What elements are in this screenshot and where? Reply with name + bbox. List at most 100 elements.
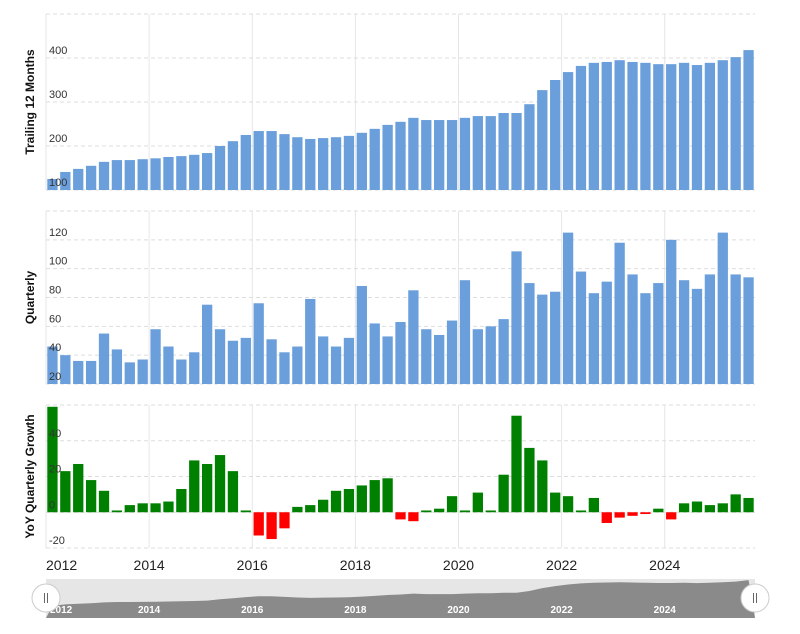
bar [305,138,316,190]
navigator-label: 2016 [241,605,264,616]
y-tick-label: 40 [49,428,61,440]
bar [214,455,226,513]
bar [408,117,419,190]
bar [459,510,471,513]
bar [201,304,213,384]
bar [640,62,651,191]
bar [730,494,741,513]
y-tick-label: 40 [49,342,61,354]
bar [47,179,58,190]
bar [666,239,677,384]
x-tick-label: 2016 [237,557,268,573]
bar [408,512,419,522]
bar [279,352,290,384]
bar [408,290,419,384]
bar [279,512,290,529]
bar [717,60,728,191]
bar [150,158,161,190]
bar [421,120,432,190]
bar [743,497,754,513]
bar [562,72,574,190]
bar [562,232,574,384]
bar [343,135,355,190]
bar [266,512,277,540]
bar [691,65,703,190]
y-tick-label: 0 [49,499,55,511]
bar [588,293,600,384]
bar [614,512,625,518]
y-tick-label: 200 [49,133,67,145]
bar [472,329,483,384]
bar [189,352,200,384]
bar [446,320,458,384]
navigator-label: 2024 [654,605,677,616]
bar [253,512,264,536]
bar [111,510,123,513]
bar [743,50,754,190]
y-tick-label: 100 [49,177,67,189]
bar [575,510,587,513]
bar [550,291,561,384]
bar [421,329,432,384]
y-tick-label: 60 [49,313,61,325]
bar [691,288,703,384]
bar [214,146,226,190]
bar [653,283,664,384]
bar [201,463,213,513]
bar [176,489,187,513]
bar [666,512,677,520]
bar [356,285,367,384]
bar [743,277,754,384]
bar [730,274,741,384]
y-tick-label: 400 [49,45,67,57]
bar [691,501,703,513]
bar [85,165,97,190]
bar [653,508,664,513]
y-tick-label: 100 [49,256,67,268]
bar [176,359,187,384]
navigator-handle[interactable] [31,583,61,613]
bar [575,271,587,384]
bar [98,490,110,513]
bar [150,329,161,384]
bar [318,336,329,384]
bar [60,471,71,513]
bar [292,506,303,513]
bar [472,116,483,190]
bar [240,510,251,513]
bar [292,137,303,190]
bar [189,154,200,190]
bar [305,298,316,384]
navigator-area [46,580,755,618]
bar [73,168,84,190]
bar [704,505,716,513]
navigator-label: 2014 [138,605,161,616]
bar [524,283,535,384]
bar [240,337,251,384]
bar [111,160,123,190]
bar [601,281,612,384]
x-tick-label: 2020 [443,557,474,573]
bar [201,153,213,190]
bar [369,323,380,384]
bar [550,492,561,513]
bar [434,120,445,190]
bar [446,120,458,190]
bar [382,478,393,513]
bar [227,340,239,384]
y-axis-title: YoY Quarterly Growth [23,414,37,538]
bar [588,497,600,513]
bar [614,242,625,384]
bar [111,349,123,384]
bar [434,334,445,384]
bar [266,131,277,190]
bar [537,460,548,513]
bar [279,134,290,190]
bar [253,303,264,384]
bar [266,339,277,384]
bar [137,359,148,384]
x-tick-label: 2018 [340,557,371,573]
bar [330,137,342,190]
navigator-handle[interactable] [740,583,770,613]
